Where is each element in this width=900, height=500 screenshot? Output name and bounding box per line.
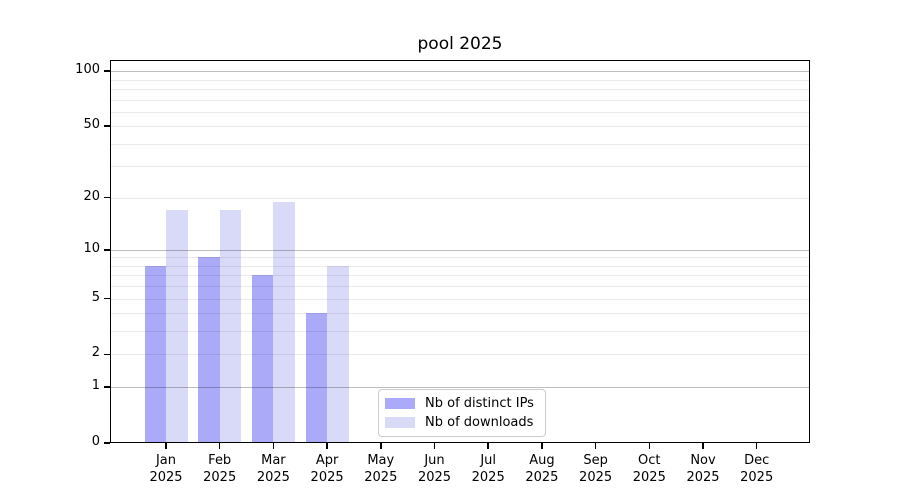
x-tick-label: Dec 2025 bbox=[740, 453, 774, 485]
bar-distinct-ips-apr bbox=[305, 313, 328, 443]
y-tick bbox=[103, 353, 110, 356]
x-tick bbox=[326, 443, 328, 449]
bar-downloads-feb bbox=[219, 210, 242, 443]
x-tick-label: May 2025 bbox=[364, 453, 398, 485]
gridline-minor bbox=[110, 298, 810, 300]
gridline-minor bbox=[110, 257, 810, 259]
bar-downloads-jan bbox=[166, 210, 188, 443]
y-tick bbox=[103, 442, 110, 444]
y-tick-label: 2 bbox=[91, 345, 100, 361]
x-tick-label: Jun 2025 bbox=[417, 453, 452, 485]
gridline-minor bbox=[110, 166, 810, 168]
x-tick bbox=[380, 443, 382, 449]
y-tick-label: 5 bbox=[91, 289, 100, 305]
x-tick bbox=[165, 443, 167, 449]
gridline-minor bbox=[110, 331, 810, 333]
legend-label-downloads: Nb of downloads bbox=[425, 415, 534, 430]
y-tick-label: 50 bbox=[83, 117, 100, 133]
gridline-minor bbox=[110, 275, 810, 277]
y-tick bbox=[103, 386, 110, 388]
x-tick-label: Feb 2025 bbox=[203, 453, 237, 485]
y-tick-label: 20 bbox=[83, 188, 100, 204]
x-tick bbox=[594, 443, 597, 449]
y-tick bbox=[103, 297, 110, 300]
x-tick bbox=[755, 443, 758, 449]
x-tick-label: Jul 2025 bbox=[471, 453, 505, 485]
x-tick-label: Oct 2025 bbox=[632, 453, 666, 485]
gridline-minor bbox=[110, 265, 810, 267]
gridline-minor bbox=[110, 197, 810, 199]
x-tick bbox=[541, 443, 543, 449]
x-tick-label: Aug 2025 bbox=[525, 453, 559, 485]
legend-item-downloads: Nb of downloads bbox=[385, 415, 539, 430]
x-tick bbox=[433, 443, 436, 449]
gridline-major bbox=[110, 71, 810, 73]
gridline-minor bbox=[110, 143, 810, 145]
y-tick-label: 0 bbox=[91, 434, 100, 449]
y-tick-label: 100 bbox=[75, 62, 100, 78]
y-tick bbox=[103, 125, 110, 127]
x-tick-label: Nov 2025 bbox=[686, 453, 720, 485]
legend-swatch-distinct-ips bbox=[385, 398, 415, 409]
x-tick bbox=[702, 443, 704, 449]
bar-distinct-ips-mar bbox=[251, 275, 274, 443]
gridline-major bbox=[110, 249, 810, 251]
y-tick-label: 10 bbox=[83, 240, 100, 256]
x-tick bbox=[487, 443, 489, 449]
y-tick bbox=[103, 70, 110, 72]
plot-area: 0 1 2 5 10 20 50 100 Jan 2025 Feb 2025 Mar 2025 Apr… bbox=[75, 60, 810, 485]
x-tick bbox=[218, 443, 221, 449]
gridline-minor bbox=[110, 111, 810, 113]
y-tick bbox=[103, 249, 110, 251]
gridline-minor bbox=[110, 286, 810, 288]
x-tick-label: Mar 2025 bbox=[256, 453, 290, 485]
x-tick bbox=[648, 443, 651, 449]
gridline-minor bbox=[110, 354, 810, 356]
legend-item-distinct-ips: Nb of distinct IPs bbox=[385, 396, 539, 411]
y-tick bbox=[103, 196, 110, 199]
bar-distinct-ips-jan bbox=[144, 265, 166, 443]
y-tick-label: 1 bbox=[91, 378, 100, 394]
x-tick bbox=[272, 443, 275, 449]
x-tick-label: Sep 2025 bbox=[579, 453, 613, 485]
legend-label-distinct-ips: Nb of distinct IPs bbox=[425, 396, 534, 411]
gridline-minor bbox=[110, 99, 810, 101]
bar-distinct-ips-feb bbox=[198, 257, 220, 443]
bar-downloads-apr bbox=[327, 265, 349, 443]
gridline-minor bbox=[110, 126, 810, 128]
legend: Nb of distinct IPs Nb of downloads bbox=[378, 389, 546, 437]
gridline-minor bbox=[110, 79, 810, 81]
x-tick-label: Jan 2025 bbox=[149, 453, 183, 485]
bar-downloads-mar bbox=[273, 201, 295, 443]
chart-title: pool 2025 bbox=[417, 34, 503, 54]
gridline-minor bbox=[110, 88, 810, 90]
x-tick-label: Apr 2025 bbox=[310, 453, 344, 485]
gridline-minor bbox=[110, 313, 810, 315]
legend-swatch-downloads bbox=[385, 417, 415, 428]
gridline-major bbox=[110, 387, 810, 389]
